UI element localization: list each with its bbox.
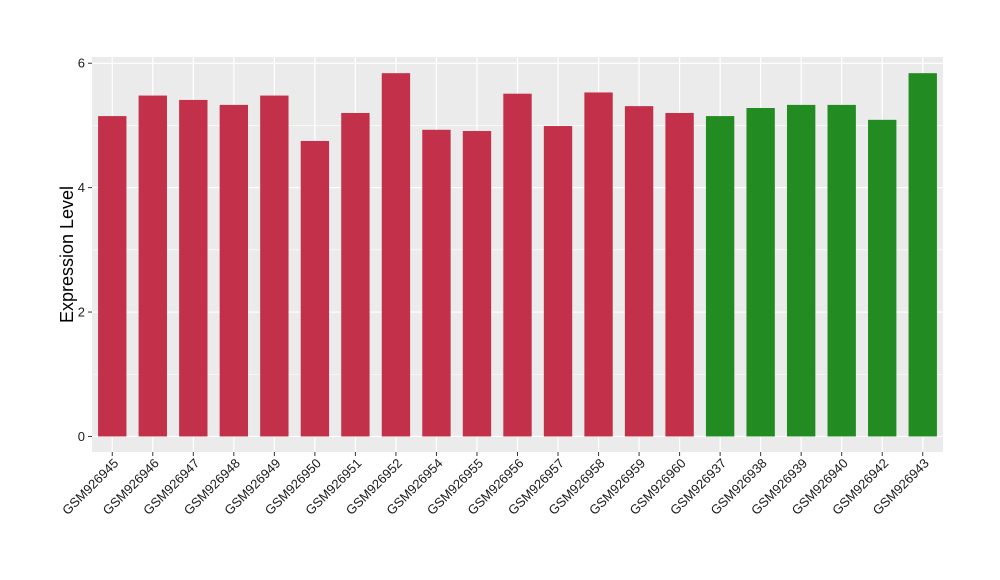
y-axis: 0 2 4 6 (78, 56, 92, 444)
bar-GSM926947 (179, 99, 208, 437)
bar-GSM926943 (908, 73, 937, 437)
y-tick-label: 6 (78, 56, 85, 71)
bar-GSM926940 (827, 104, 856, 437)
bar-GSM926939 (786, 104, 816, 437)
y-tick-label: 0 (78, 429, 85, 444)
bar-GSM926952 (381, 73, 411, 437)
bar-GSM926937 (705, 116, 735, 437)
bar-GSM926955 (462, 131, 492, 437)
bar-GSM926959 (624, 106, 654, 437)
bar-GSM926960 (665, 112, 694, 437)
bar-GSM926942 (868, 119, 897, 437)
bar-GSM926946 (138, 95, 167, 437)
bar-GSM926949 (260, 95, 289, 437)
y-tick-label: 2 (78, 305, 85, 320)
bar-GSM926948 (219, 104, 249, 437)
bar-GSM926954 (422, 129, 451, 437)
bar-GSM926951 (341, 112, 370, 437)
bar-GSM926950 (300, 140, 330, 437)
x-axis: GSM926945GSM926946GSM926947GSM926948GSM9… (59, 452, 932, 518)
y-axis-title: Expression Level (57, 186, 77, 323)
bar-GSM926956 (503, 93, 532, 437)
bar-GSM926958 (584, 92, 613, 437)
bar-GSM926945 (98, 116, 127, 437)
bar-GSM926957 (543, 126, 573, 437)
bar-GSM926938 (746, 108, 775, 437)
bars (98, 73, 937, 437)
y-tick-label: 4 (78, 180, 85, 195)
